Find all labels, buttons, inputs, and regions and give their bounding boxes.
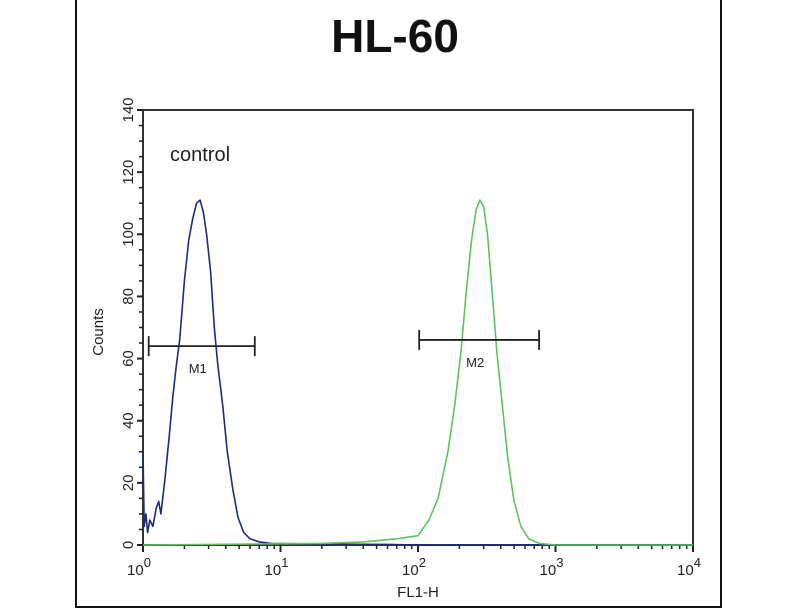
- y-tick-label: 40: [120, 412, 137, 429]
- control-histogram-line: [142, 199, 693, 546]
- y-tick-label: 20: [120, 475, 137, 492]
- sample-histogram-line: [142, 199, 693, 546]
- marker-label: M2: [466, 355, 484, 370]
- x-tick-exponent: 1: [281, 555, 288, 570]
- x-tick-label: 104: [677, 555, 701, 579]
- plot-border: [142, 109, 694, 546]
- chart-title: HL-60: [331, 10, 459, 62]
- x-tick-base: 10: [127, 562, 144, 579]
- x-tick-exponent: 2: [419, 555, 426, 570]
- x-tick-base: 10: [265, 562, 282, 579]
- marker-label: M1: [189, 361, 207, 376]
- y-tick-label: 100: [120, 222, 137, 247]
- y-tick-label: 0: [120, 541, 137, 549]
- x-tick-base: 10: [677, 562, 694, 579]
- x-tick-base: 10: [540, 562, 557, 579]
- x-tick-exponent: 0: [144, 555, 151, 570]
- x-tick-exponent: 3: [556, 555, 563, 570]
- x-tick-base: 10: [402, 562, 419, 579]
- x-tick-label: 101: [265, 555, 289, 579]
- x-tick-exponent: 4: [694, 555, 701, 570]
- x-tick-label: 102: [402, 555, 426, 579]
- control-annotation: control: [170, 144, 230, 166]
- x-axis-label: FL1-H: [397, 584, 439, 600]
- marker-group: M1 M2: [147, 329, 541, 376]
- y-tick-label: 80: [120, 288, 137, 305]
- y-axis-label: Counts: [90, 308, 107, 356]
- y-tick-label: 140: [120, 97, 137, 122]
- y-tick-label: 60: [120, 350, 137, 367]
- x-tick-label: 103: [540, 555, 564, 579]
- x-tick-label: 100: [127, 555, 151, 579]
- series-group: [142, 199, 693, 546]
- y-tick-label: 120: [120, 160, 137, 185]
